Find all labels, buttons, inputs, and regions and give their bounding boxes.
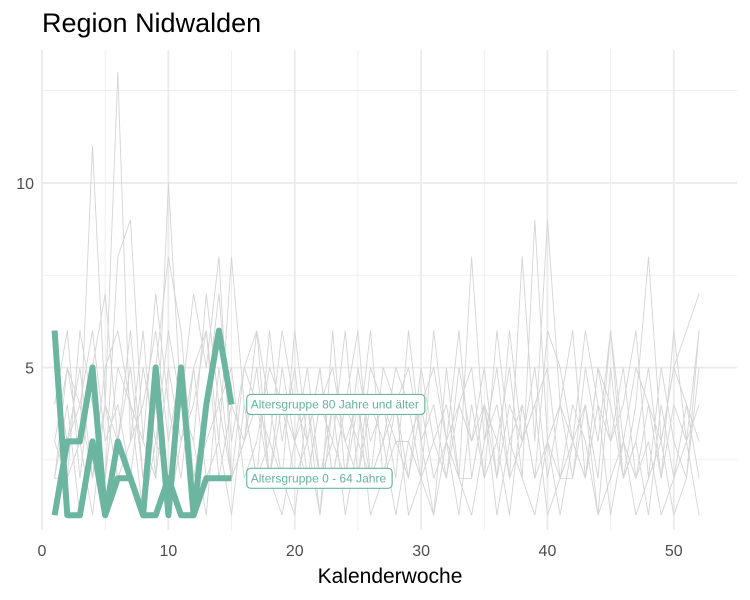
x-tick-label: 30: [412, 543, 430, 560]
series-label-box: [246, 467, 393, 489]
y-tick-label: 5: [25, 361, 34, 378]
highlight-series-line: [51, 364, 232, 519]
series-label: Altersgruppe 0 - 64 Jahre: [246, 467, 393, 489]
series-label: Altersgruppe 80 Jahre und älter: [246, 393, 426, 416]
x-tick-label: 0: [38, 543, 47, 560]
highlight-series-lines: [51, 327, 235, 519]
x-tick-label: 20: [286, 543, 304, 560]
x-axis-label: Kalenderwoche: [318, 565, 463, 588]
series-labels: Altersgruppe 80 Jahre und älter Altersgru…: [246, 393, 426, 489]
x-tick-label: 50: [665, 543, 683, 560]
y-tick-label: 10: [16, 176, 34, 193]
background-series-line: [54, 330, 700, 516]
x-tick-label: 40: [539, 543, 557, 560]
axis-ticks: 0 10 20 30 40 50 5 10: [16, 176, 683, 560]
series-label-text: Altersgruppe 80 Jahre und älter: [251, 397, 419, 411]
chart-title: Region Nidwalden: [42, 8, 261, 38]
series-label-box: [246, 393, 426, 416]
series-label-text: Altersgruppe 0 - 64 Jahre: [251, 471, 387, 485]
x-tick-label: 10: [159, 543, 177, 560]
